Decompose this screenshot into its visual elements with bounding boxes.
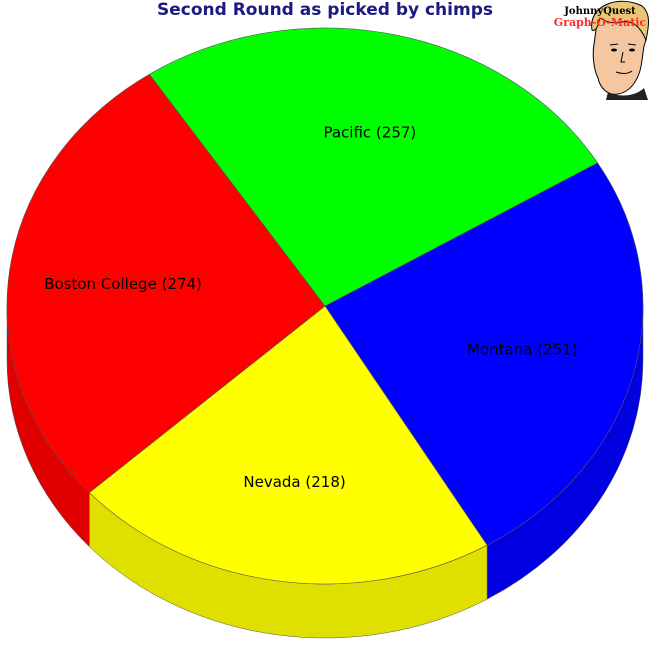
pie-slice-nevada xyxy=(88,305,488,585)
logo-line1: JohnnyQuest xyxy=(563,6,636,17)
pie-label-boston-college: Boston College (274) xyxy=(44,275,202,293)
chart-title: Second Round as picked by chimps xyxy=(156,0,493,20)
pie-label-montana: Montana (251) xyxy=(467,341,578,359)
pie-slice-pacific xyxy=(148,27,599,307)
cartoon-boy-face-icon xyxy=(591,0,649,100)
pie-slice-boston-college xyxy=(6,73,326,493)
pie-label-pacific: Pacific (257) xyxy=(323,123,416,141)
logo-line2: Graph-O-Matic xyxy=(554,16,647,29)
johnnyquest-logo: JohnnyQuest Graph-O-Matic xyxy=(548,0,650,100)
pie-slice-montana xyxy=(324,162,644,546)
pie-label-nevada: Nevada (218) xyxy=(243,473,345,491)
